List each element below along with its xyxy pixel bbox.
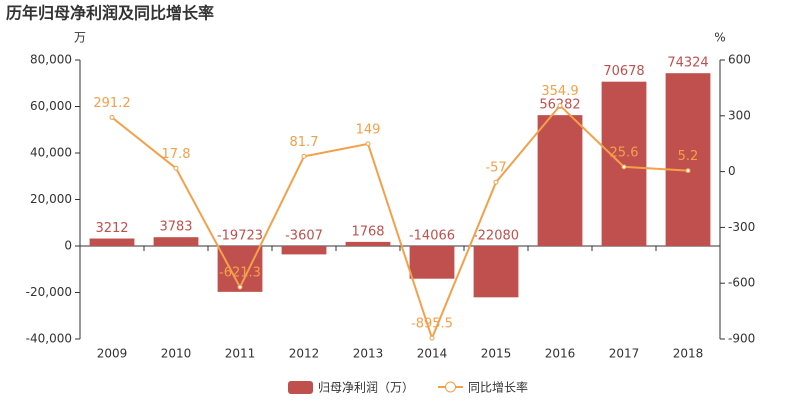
line-value-label: -621.3 [219, 266, 261, 281]
y2-tick-label: -300 [728, 220, 755, 234]
legend-swatch [445, 381, 457, 393]
x-tick-label: 2016 [545, 347, 576, 361]
bar [89, 238, 135, 246]
bar [345, 241, 391, 246]
y-tick-label: 0 [64, 239, 72, 253]
bar [217, 246, 263, 292]
line-value-label: 291.2 [93, 96, 130, 111]
bar-value-label: 3783 [159, 220, 192, 235]
line-point [621, 164, 627, 170]
y-tick-label: -40,000 [26, 332, 72, 346]
line-point [109, 114, 115, 120]
x-tick-label: 2013 [353, 347, 384, 361]
y2-tick-label: 600 [728, 53, 751, 67]
x-tick-label: 2014 [417, 347, 448, 361]
legend-label: 归母净利润（万） [318, 381, 414, 395]
x-tick-label: 2009 [97, 347, 128, 361]
bar [153, 237, 199, 246]
line-point [365, 141, 371, 147]
chart-title: 历年归母净利润及同比增长率 [6, 4, 214, 23]
y2-tick-label: -900 [728, 332, 755, 346]
x-tick-label: 2011 [225, 347, 256, 361]
line-value-label: -895.5 [411, 317, 453, 332]
line-point [173, 165, 179, 171]
x-tick-label: 2012 [289, 347, 320, 361]
y-tick-label: 80,000 [30, 53, 72, 67]
y-tick-label: 20,000 [30, 192, 72, 206]
line-point [493, 179, 499, 185]
y-axis-unit: 万 [74, 31, 86, 45]
bar [409, 246, 455, 279]
x-tick-label: 2010 [161, 347, 192, 361]
bar [281, 246, 327, 255]
x-tick-label: 2015 [481, 347, 512, 361]
bar-value-label: -22080 [473, 229, 519, 244]
bar-value-label: -3607 [285, 229, 323, 244]
bar-value-label: 74324 [667, 56, 708, 71]
line-value-label: 81.7 [290, 135, 319, 150]
legend-label: 同比增长率 [468, 380, 528, 395]
line-value-label: 5.2 [678, 149, 699, 164]
x-tick-label: 2018 [673, 347, 704, 361]
line-value-label: 354.9 [541, 84, 578, 99]
bar-value-label: 1768 [351, 224, 384, 239]
line-point [685, 168, 691, 174]
bar-value-label: 3212 [95, 221, 128, 236]
y-tick-label: 60,000 [30, 99, 72, 113]
legend-swatch [288, 381, 313, 394]
line-point [237, 284, 243, 290]
line-point [429, 335, 435, 341]
line-value-label: 17.8 [162, 147, 191, 162]
bar [473, 246, 519, 298]
line [111, 104, 689, 342]
line-value-label: -57 [485, 161, 506, 176]
line-point [557, 103, 563, 109]
bar [601, 81, 647, 247]
y2-tick-label: 0 [728, 164, 736, 178]
y2-axis-unit: % [714, 31, 725, 45]
bar-value-label: -19723 [217, 229, 263, 244]
y2-tick-label: -600 [728, 276, 755, 290]
bar [537, 115, 583, 246]
line-value-label: 149 [356, 122, 381, 137]
bar [665, 73, 711, 246]
y2-tick-label: 300 [728, 108, 751, 122]
y-tick-label: 40,000 [30, 146, 72, 160]
bar-value-label: 70678 [603, 64, 644, 79]
x-tick-label: 2017 [609, 347, 640, 361]
line-value-label: 25.6 [610, 145, 639, 160]
y-tick-label: -20,000 [26, 285, 72, 299]
bar-value-label: -14066 [409, 229, 455, 244]
line-point [301, 153, 307, 159]
